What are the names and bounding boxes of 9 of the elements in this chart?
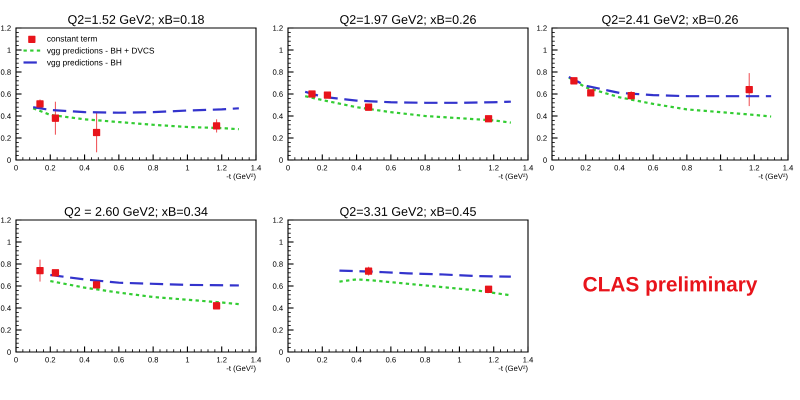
chart-title: Q2=2.41 GeV2; xB=0.26 xyxy=(602,15,738,26)
text: CLAS preliminary xyxy=(583,276,758,296)
legend-label: vgg predictions - BH xyxy=(46,59,122,68)
legend-label: constant term xyxy=(47,36,97,42)
chart-title: Q2=3.31 GeV2; xB=0.45 xyxy=(340,207,476,218)
chart-title: Q2=1.52 GeV2; xB=0.18 xyxy=(68,15,204,26)
legend-label: vgg predictions - BH + DVCS xyxy=(46,47,154,56)
chart-title: Q2 = 2.60 GeV2; xB=0.34 xyxy=(64,207,208,218)
chart-title: Q2=1.97 GeV2; xB=0.26 xyxy=(340,15,476,26)
